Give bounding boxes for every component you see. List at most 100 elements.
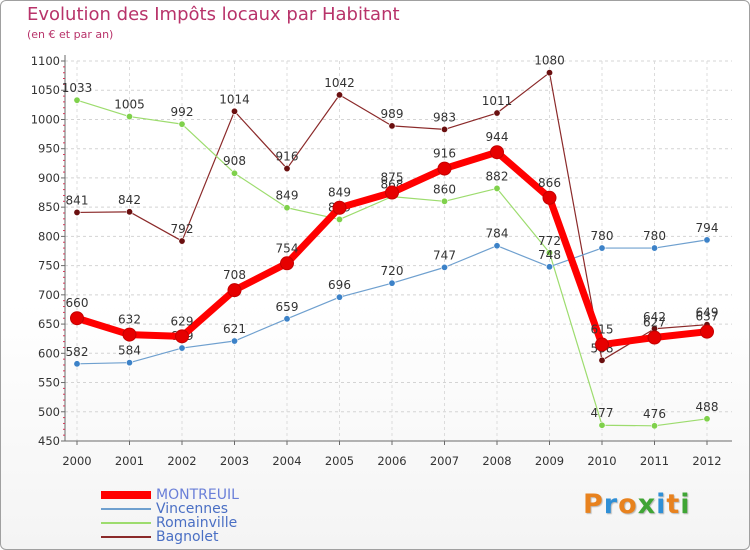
data-label-romainville: 1005	[114, 98, 145, 112]
data-point-bagnolet	[231, 107, 239, 115]
data-label-romainville: 908	[223, 154, 246, 168]
series-vincennes: 582584609621659696720747784748780780794	[66, 221, 719, 368]
data-label-bagnolet: 1014	[219, 92, 250, 106]
data-label-vincennes: 584	[118, 344, 141, 358]
data-point-romainville	[650, 422, 658, 430]
data-label-montreuil: 866	[538, 176, 561, 190]
x-tick-label: 2005	[325, 454, 354, 468]
y-tick-label: 600	[38, 346, 60, 360]
data-point-montreuil	[647, 330, 662, 345]
data-label-romainville: 477	[591, 406, 614, 420]
data-label-romainville: 1033	[62, 81, 93, 95]
data-label-vincennes: 748	[538, 248, 561, 262]
y-tick-label: 900	[38, 171, 60, 185]
data-point-bagnolet	[440, 125, 448, 133]
y-tick-label: 450	[38, 434, 60, 448]
data-point-vincennes	[73, 360, 81, 368]
x-tick-label: 2002	[167, 454, 196, 468]
data-point-montreuil	[490, 145, 504, 160]
legend-swatch	[101, 522, 151, 524]
data-label-montreuil: 660	[66, 296, 89, 310]
data-label-vincennes: 696	[328, 278, 351, 292]
x-tick-label: 2007	[430, 454, 459, 468]
data-label-romainville: 476	[643, 407, 666, 421]
x-tick-label: 2008	[482, 454, 511, 468]
data-point-romainville	[283, 204, 291, 212]
data-point-montreuil	[227, 283, 242, 298]
data-point-romainville	[231, 169, 239, 177]
data-point-montreuil	[175, 329, 189, 344]
data-point-montreuil	[595, 337, 609, 352]
logo-letter: P	[583, 489, 604, 520]
data-label-bagnolet: 792	[171, 222, 194, 236]
chart-title: Evolution des Impôts locaux par Habitant	[27, 4, 400, 25]
data-label-bagnolet: 1011	[482, 94, 513, 108]
data-label-montreuil: 849	[328, 186, 351, 200]
data-point-romainville	[703, 415, 711, 423]
data-point-bagnolet	[126, 208, 134, 216]
data-label-vincennes: 720	[381, 264, 404, 278]
data-label-vincennes: 794	[696, 221, 719, 235]
data-point-vincennes	[388, 279, 396, 287]
data-label-romainville: 992	[171, 105, 194, 119]
data-label-bagnolet: 842	[118, 193, 141, 207]
data-point-montreuil	[542, 190, 557, 205]
data-label-montreuil: 916	[433, 147, 456, 161]
data-label-vincennes: 780	[591, 229, 614, 243]
data-point-vincennes	[493, 242, 501, 250]
y-tick-label: 550	[38, 376, 60, 390]
data-label-vincennes: 780	[643, 229, 666, 243]
x-tick-label: 2003	[220, 454, 249, 468]
y-tick-label: 1000	[31, 112, 60, 126]
logo-letter: o	[618, 489, 638, 520]
series-romainville: 1033100599290884982986886088277247747648…	[62, 81, 718, 430]
data-point-romainville	[598, 421, 606, 429]
data-point-vincennes	[126, 359, 134, 367]
x-tick-label: 2001	[115, 454, 144, 468]
data-label-vincennes: 659	[276, 300, 299, 314]
series-montreuil: 660 632 629 708 754 849 875 916 944 866 615 627 637	[66, 130, 718, 352]
y-tick-label: 1050	[31, 83, 60, 97]
y-tick-label: 950	[38, 142, 60, 156]
data-point-bagnolet	[283, 165, 291, 173]
data-point-bagnolet	[73, 208, 81, 216]
data-label-bagnolet: 649	[696, 306, 719, 320]
x-tick-label: 2010	[587, 454, 616, 468]
data-point-vincennes	[703, 236, 711, 244]
legend-label: Vincennes	[156, 501, 228, 517]
data-label-romainville: 882	[486, 169, 509, 183]
x-tick-label: 2011	[640, 454, 669, 468]
logo-letter: x	[637, 489, 657, 520]
data-point-bagnolet	[335, 91, 343, 99]
logo-letter: t	[666, 489, 681, 520]
x-tick-label: 2004	[272, 454, 301, 468]
data-point-vincennes	[440, 263, 448, 271]
data-point-montreuil	[332, 200, 347, 215]
data-point-vincennes	[231, 337, 239, 345]
x-tick-label: 2000	[62, 454, 91, 468]
legend-label: Bagnolet	[156, 529, 219, 545]
logo-letter: i	[680, 489, 691, 520]
data-label-bagnolet: 841	[66, 193, 89, 207]
data-label-montreuil: 632	[118, 313, 141, 327]
legend-swatch	[101, 536, 151, 538]
proxiti-logo: Proxiti	[583, 489, 691, 520]
data-point-romainville	[178, 120, 186, 128]
y-tick-label: 500	[38, 405, 60, 419]
data-point-vincennes	[335, 293, 343, 301]
logo-letter: i	[656, 489, 667, 520]
data-point-vincennes	[178, 344, 186, 352]
data-label-montreuil: 754	[276, 241, 299, 255]
data-point-bagnolet	[388, 122, 396, 130]
data-point-bagnolet	[178, 237, 186, 245]
y-tick-label: 750	[38, 259, 60, 273]
data-label-romainville: 772	[538, 234, 561, 248]
data-label-vincennes: 747	[433, 248, 456, 262]
data-point-bagnolet	[493, 109, 501, 117]
data-point-romainville	[440, 197, 448, 205]
data-label-montreuil: 875	[381, 171, 404, 185]
data-point-romainville	[545, 249, 553, 257]
data-label-montreuil: 629	[171, 314, 194, 328]
data-point-montreuil	[280, 256, 294, 271]
